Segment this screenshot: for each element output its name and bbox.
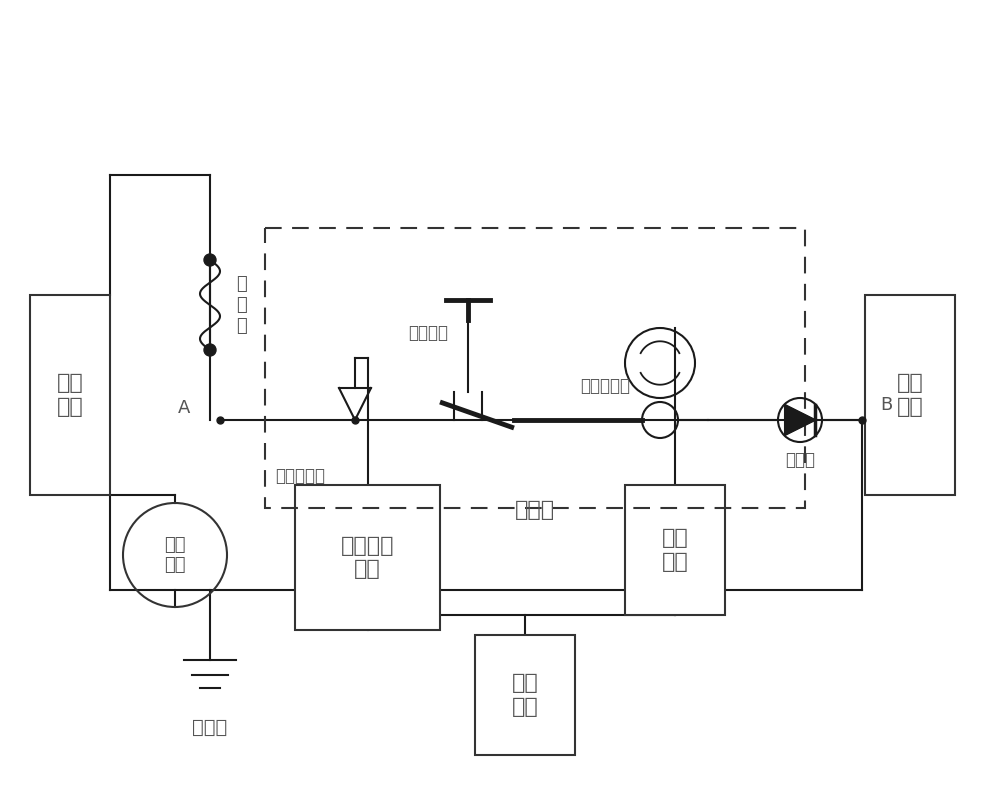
Text: 分线器: 分线器 [515, 500, 555, 520]
Text: A: A [178, 399, 190, 417]
Text: 数据采集
模块: 数据采集 模块 [341, 536, 394, 579]
Bar [265, 228, 805, 508]
Circle shape [204, 344, 216, 356]
Text: 警报
模块: 警报 模块 [662, 528, 688, 571]
Text: 电源
模块: 电源 模块 [57, 374, 83, 417]
Bar [295, 485, 440, 630]
Text: 二极管: 二极管 [785, 451, 815, 469]
Text: 车身地: 车身地 [192, 718, 228, 737]
Bar [865, 295, 955, 495]
Text: 温度传感器: 温度传感器 [275, 467, 325, 485]
Text: 电子开关: 电子开关 [408, 324, 448, 342]
Text: B: B [880, 396, 892, 414]
Circle shape [204, 254, 216, 266]
Text: 车载
电器: 车载 电器 [164, 535, 186, 575]
Bar [30, 295, 110, 495]
Bar [625, 485, 725, 615]
Text: 控制
模块: 控制 模块 [512, 674, 538, 717]
Text: 熔
断
器: 熔 断 器 [236, 276, 247, 334]
Text: 电流传感器: 电流传感器 [580, 377, 630, 395]
Bar [475, 635, 575, 755]
Text: 电子
负载: 电子 负载 [897, 374, 923, 417]
Polygon shape [785, 405, 815, 435]
